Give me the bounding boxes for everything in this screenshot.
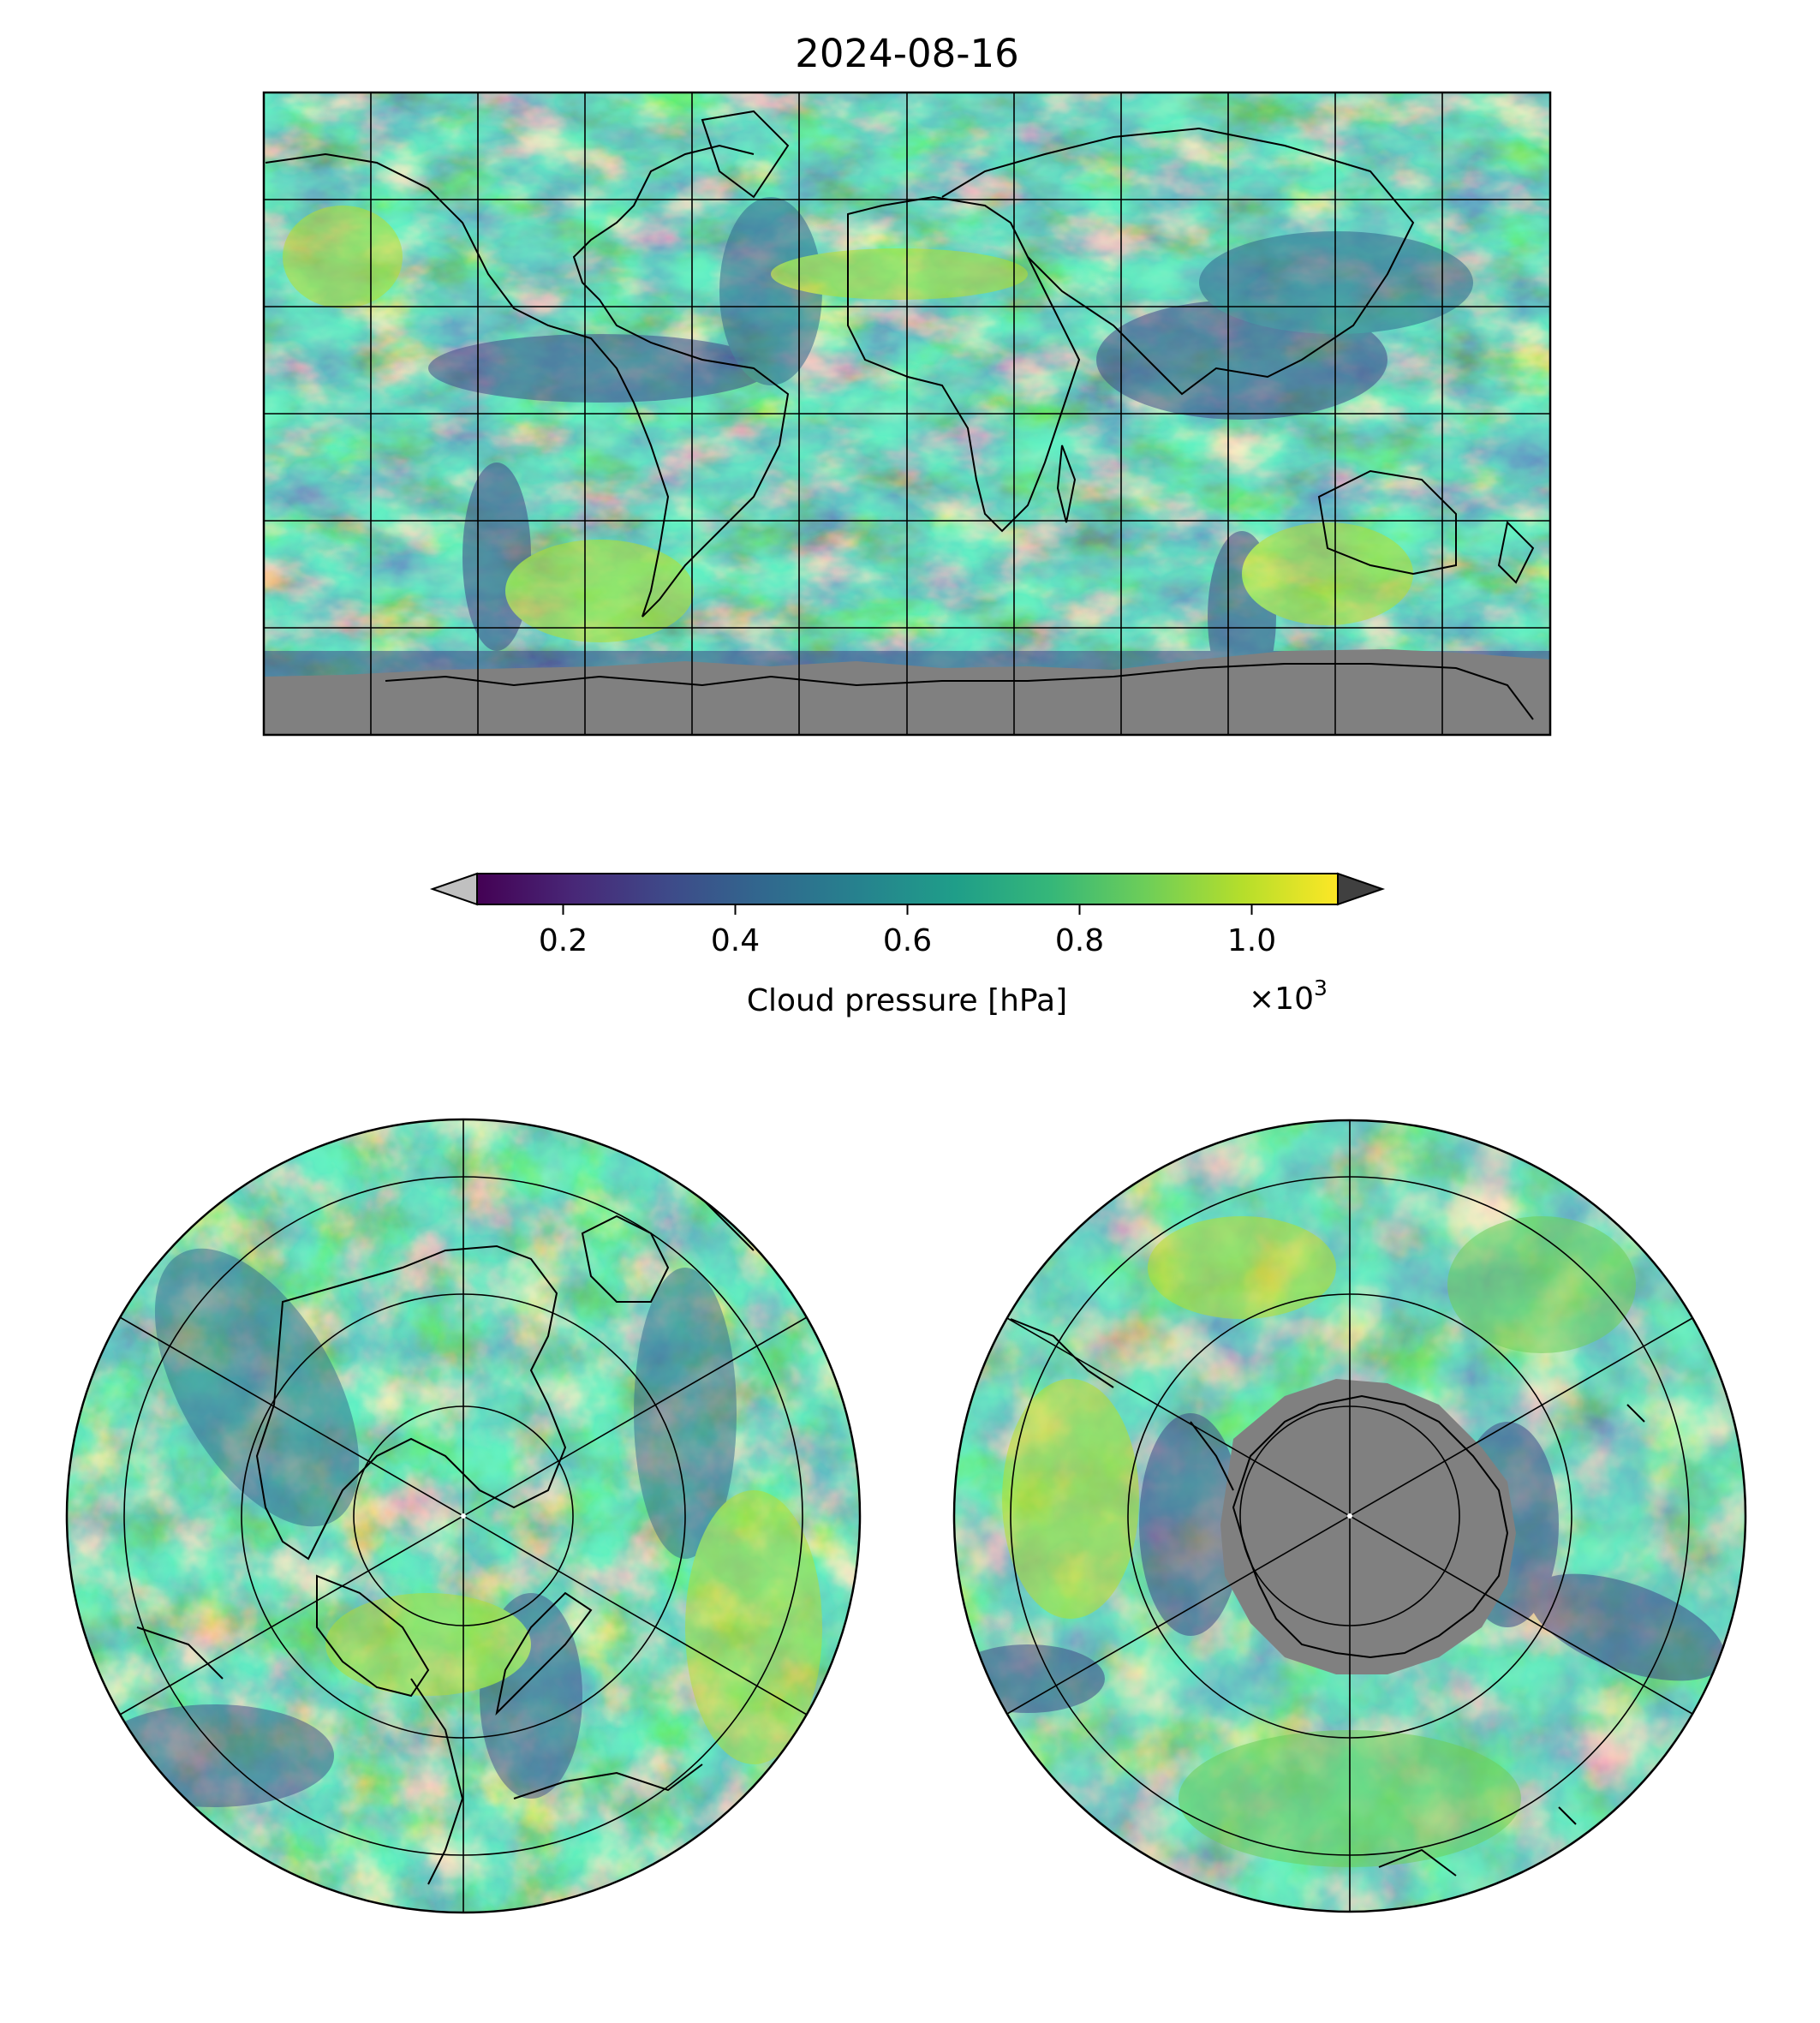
global-map-panel [262,91,1552,737]
north-map-frame [65,1118,862,1914]
south-coastlines [1010,1318,1645,1877]
south-polar-map-panel [952,1119,1747,1913]
colorbar-under-extension [429,872,478,906]
global-gridlines [264,92,1550,735]
south-pole-marker [1347,1513,1352,1519]
global-coastlines [265,110,1535,720]
colorbar-tick-label: 0.6 [883,923,932,958]
colorbar-ticks: 0.2 0.4 0.6 0.8 1.0 [539,904,1276,958]
colorbar-tick-label: 0.4 [711,923,760,958]
north-cloud-features [94,1248,822,1807]
north-pole-marker [461,1513,466,1519]
colorbar-label: Cloud pressure [hPa] [747,983,1067,1018]
colorbar-tick-label: 0.8 [1055,923,1104,958]
colorbar: 0.2 0.4 0.6 0.8 1.0 Cloud pressure [hPa] ×10… [429,872,1386,1018]
colorbar-offset-text: ×103 [1249,976,1328,1017]
figure-title: 2024-08-16 [795,31,1019,76]
colorbar-gradient [477,874,1338,904]
colorbar-tick-label: 1.0 [1227,923,1276,958]
global-map-frame [262,91,1552,737]
colorbar-tick-label: 0.2 [539,923,588,958]
south-map-frame [952,1119,1747,1913]
north-coastlines [136,1181,755,1885]
south-cloud-features [954,1216,1726,1867]
colorbar-over-extension [1337,872,1386,906]
